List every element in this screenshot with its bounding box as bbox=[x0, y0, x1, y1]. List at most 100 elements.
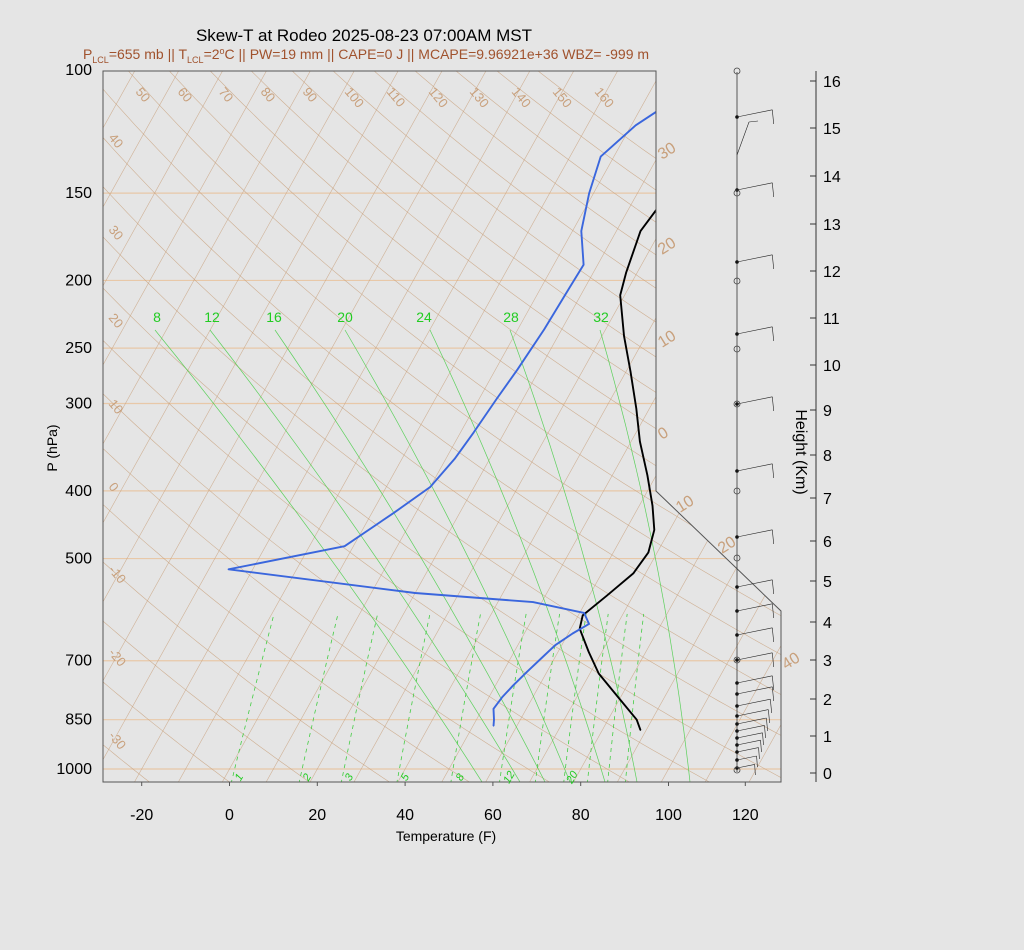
wind-barb bbox=[736, 396, 773, 405]
dewpoint-line-point bbox=[683, 92, 685, 94]
dry-adiabat-label: 160 bbox=[592, 84, 617, 110]
isotherm-line bbox=[616, 71, 781, 782]
temperature-line-point bbox=[635, 407, 637, 410]
chart-subtitle: PLCL=655 mb || TLCL=2oC || PW=19 mm || C… bbox=[83, 46, 649, 65]
dewpoint-line-point bbox=[583, 264, 585, 266]
wind-barb-flag bbox=[758, 747, 760, 760]
wind-barb-flag bbox=[771, 603, 775, 619]
dry-adiabat bbox=[103, 71, 781, 782]
temperature-tick-label: 20 bbox=[308, 807, 326, 824]
wind-barb-flag bbox=[771, 109, 775, 125]
isotherm-line bbox=[177, 71, 584, 782]
dry-adiabat-label: 80 bbox=[258, 84, 279, 105]
height-tick-label: 6 bbox=[823, 534, 832, 551]
wind-barb-flag bbox=[771, 627, 775, 643]
pressure-tick-label: 1000 bbox=[56, 761, 92, 778]
dry-adiabat bbox=[536, 71, 781, 782]
dewpoint-line-point bbox=[572, 632, 574, 635]
isotherm-line bbox=[0, 54, 100, 783]
dewpoint-line-point bbox=[600, 156, 602, 158]
dewpoint-line-point bbox=[493, 719, 495, 721]
chart-title: Skew-T at Rodeo 2025-08-23 07:00AM MST bbox=[196, 26, 532, 45]
wind-barb bbox=[736, 709, 769, 717]
isobar-lines bbox=[103, 192, 781, 770]
mixing-ratio-line bbox=[498, 613, 527, 782]
mixing-ratio-line bbox=[607, 613, 628, 782]
pressure-tick-label: 300 bbox=[65, 396, 92, 413]
temperature-line-point bbox=[632, 572, 634, 575]
dry-adiabat bbox=[331, 71, 781, 782]
isotherm-line bbox=[528, 71, 781, 782]
isotherm-line bbox=[103, 71, 320, 782]
height-tick-label: 10 bbox=[823, 358, 841, 375]
moist-adiabat bbox=[509, 329, 638, 782]
temperature-axis: -20 0 20 40 60 80 100 120 bbox=[130, 782, 759, 824]
dry-adiabat bbox=[495, 71, 781, 782]
dewpoint-line-point bbox=[512, 685, 514, 687]
dewpoint-line-point bbox=[429, 486, 431, 488]
temperature-line-point bbox=[646, 474, 649, 476]
mixing-ratio-line bbox=[450, 613, 481, 782]
isotherm-line bbox=[103, 71, 496, 782]
temperature-line-point bbox=[636, 719, 638, 721]
mixing-ratio-line bbox=[340, 613, 378, 782]
dry-adiabat bbox=[103, 71, 781, 782]
isotherm-line bbox=[103, 71, 364, 782]
temperature-tick-label: 60 bbox=[484, 807, 502, 824]
dewpoint-line-point bbox=[414, 592, 416, 594]
isotherm-line bbox=[660, 71, 781, 782]
dewpoint-line-point bbox=[492, 708, 495, 710]
dry-adiabat bbox=[454, 71, 781, 782]
wind-barb bbox=[736, 755, 757, 761]
wind-barb-flag bbox=[771, 529, 775, 545]
wind-barb bbox=[736, 109, 773, 118]
wind-barb-flag bbox=[771, 463, 775, 479]
mixing-ratio-label-bottom: 8 bbox=[454, 771, 468, 783]
dry-adiabat bbox=[103, 71, 152, 782]
temperature-line-point bbox=[639, 230, 642, 232]
temperature-tick-label: -20 bbox=[130, 807, 153, 824]
dry-adiabat-label: 110 bbox=[384, 84, 409, 110]
dry-adiabat bbox=[103, 71, 713, 782]
pressure-tick-label: 700 bbox=[65, 653, 92, 670]
moist-adiabat bbox=[154, 329, 483, 782]
dry-adiabat bbox=[127, 71, 781, 782]
dewpoint-line-point bbox=[454, 458, 456, 460]
dewpoint-line-point bbox=[517, 368, 519, 370]
isotherm-line bbox=[703, 71, 781, 782]
moist-adiabat-lines bbox=[154, 329, 691, 782]
height-tick-label: 1 bbox=[823, 729, 832, 746]
wind-barb bbox=[736, 627, 773, 636]
dry-adiabat bbox=[103, 71, 393, 782]
wind-barb-flag bbox=[756, 755, 758, 768]
wind-calm-marker bbox=[733, 67, 741, 75]
wind-calm-marker bbox=[733, 400, 741, 408]
height-axis-label: Height (Km) bbox=[792, 409, 809, 494]
isotherm-line bbox=[221, 71, 628, 782]
wind-barb-flag bbox=[771, 182, 775, 198]
temperature-line bbox=[578, 71, 781, 731]
dewpoint-line-point bbox=[532, 601, 534, 603]
dry-adiabat-label-left: -20 bbox=[106, 645, 130, 669]
height-tick-label: 7 bbox=[823, 491, 832, 508]
wind-barb-flag bbox=[771, 675, 775, 691]
temperature-line-point bbox=[582, 614, 584, 617]
dewpoint-line bbox=[227, 71, 720, 727]
height-tick-label: 0 bbox=[823, 766, 832, 783]
pressure-tick-label: 250 bbox=[65, 340, 92, 357]
isotherm-line bbox=[308, 71, 715, 782]
height-tick-label: 9 bbox=[823, 403, 832, 420]
mixing-ratio-label-bottom: 20 bbox=[564, 768, 581, 786]
isotherm-line bbox=[103, 71, 145, 782]
dry-adiabat bbox=[103, 71, 232, 782]
isotherm-line bbox=[103, 71, 232, 782]
height-tick-label: 15 bbox=[823, 121, 841, 138]
wind-barb bbox=[736, 463, 773, 472]
dry-adiabat-label: 100 bbox=[342, 84, 367, 110]
isotherm-line bbox=[572, 71, 781, 782]
isotherm-line bbox=[0, 54, 12, 783]
pressure-tick-label: 150 bbox=[65, 185, 92, 202]
dewpoint-line-point bbox=[719, 69, 720, 70]
wind-calm-marker bbox=[733, 766, 741, 774]
